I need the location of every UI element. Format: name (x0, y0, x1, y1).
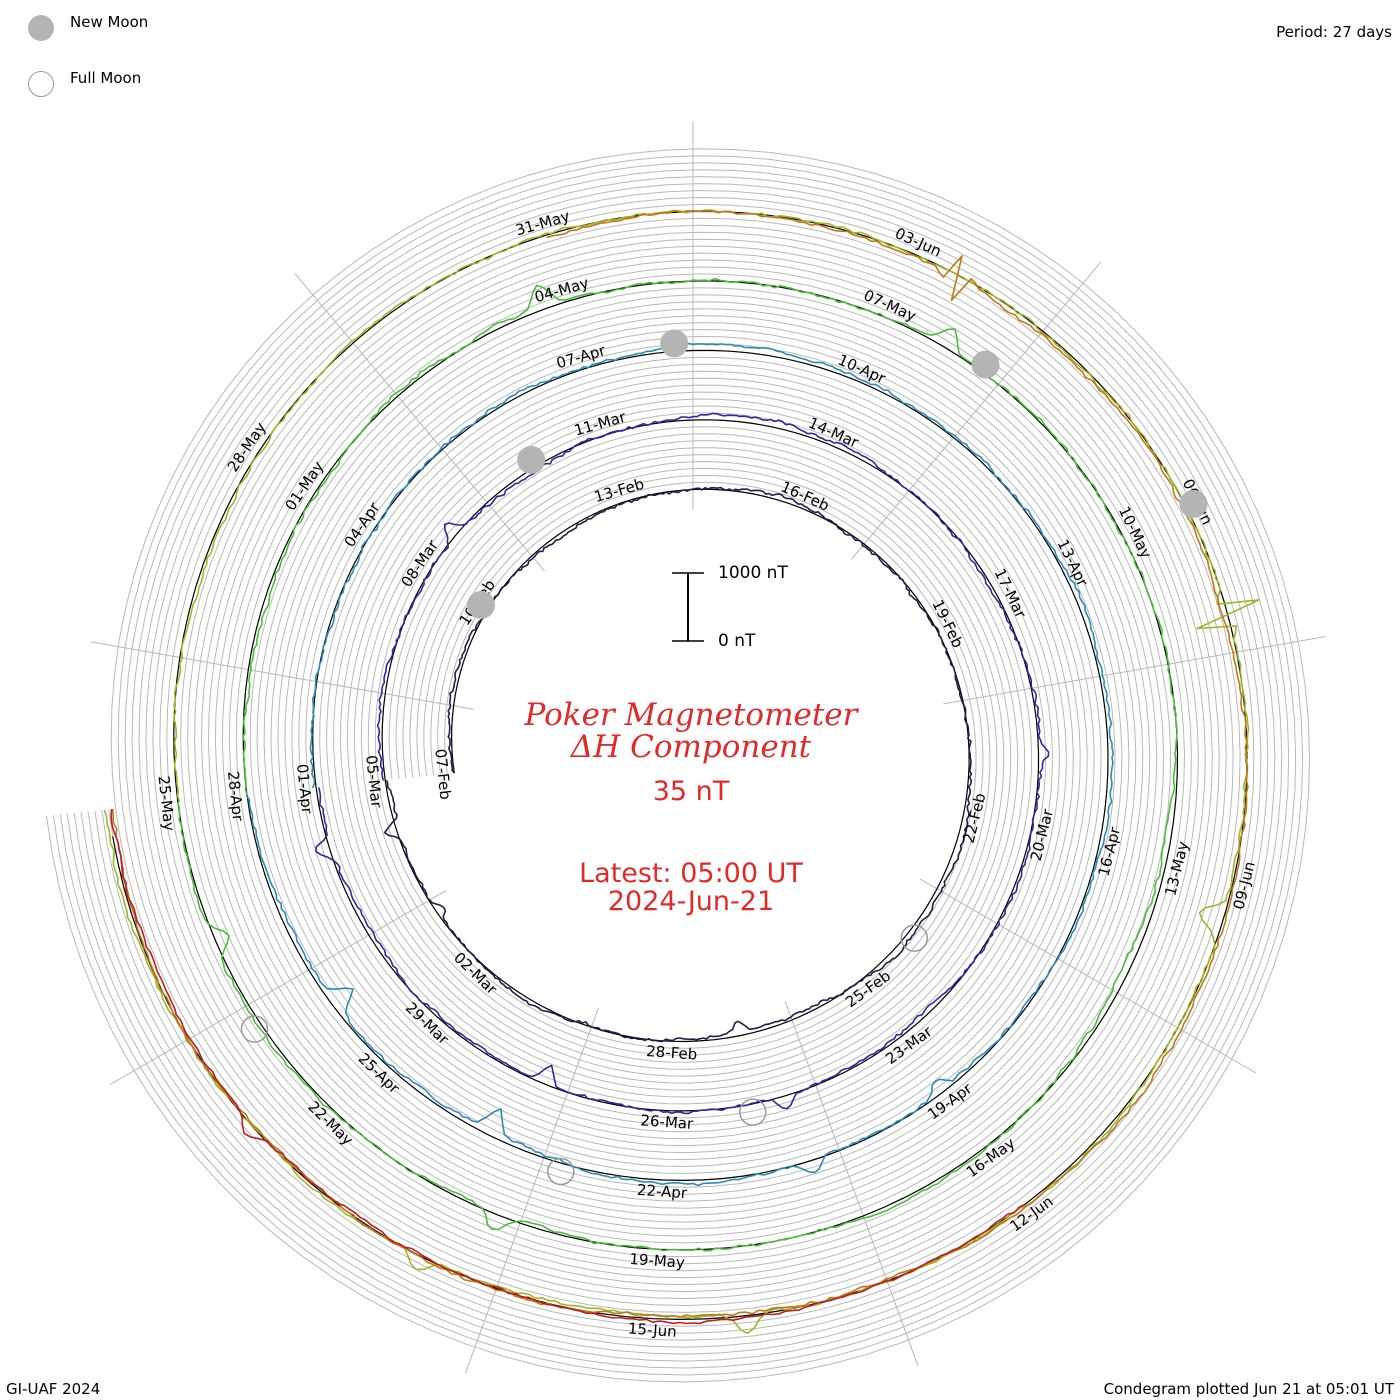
date-tick-label: 03-Jun (892, 224, 944, 260)
full-moon-icon (28, 71, 54, 97)
latest-time: Latest: 05:00 UT (579, 858, 803, 889)
period-label: Period: 27 days (1276, 23, 1392, 41)
date-tick-label: 22-Apr (636, 1181, 688, 1203)
date-tick-label: 10-Apr (835, 351, 889, 388)
date-tick-label: 26-Mar (640, 1111, 695, 1133)
full-moon-marker (547, 1157, 575, 1186)
data-trace (383, 486, 973, 1043)
full-moon-marker (240, 1015, 269, 1043)
date-tick-label: 01-Apr (293, 763, 316, 816)
date-tick-label: 28-Apr (224, 770, 247, 823)
date-tick-label: 08-Mar (397, 536, 442, 591)
grid-spiral (52, 155, 1304, 1376)
grid-spiral (101, 203, 1255, 1327)
chart-title: Poker Magnetometer (524, 697, 858, 733)
radial-spoke (464, 1008, 599, 1374)
radial-spoke (850, 261, 1102, 560)
data-trace (103, 209, 1260, 1334)
data-trace (110, 809, 1026, 1325)
footer-plotted: Condegram plotted Jun 21 at 05:01 UT (1103, 1380, 1394, 1398)
date-tick-label: 19-Feb (928, 597, 967, 651)
grid-spiral (87, 189, 1269, 1341)
new-moon-marker (467, 591, 495, 619)
date-tick-label: 16-Apr (1095, 824, 1125, 878)
date-tick-label: 25-May (155, 775, 179, 832)
current-value: 35 nT (652, 776, 730, 807)
radial-spoke (90, 641, 474, 710)
date-tick-label: 13-May (1161, 839, 1192, 897)
scale-top-label: 1000 nT (718, 563, 788, 583)
data-trace (245, 342, 1114, 1187)
scale-bottom-label: 0 nT (718, 631, 756, 651)
full-moon-marker (900, 924, 929, 952)
new-moon-marker (660, 329, 689, 358)
radial-spoke (109, 889, 447, 1086)
radial-spoke (294, 273, 545, 572)
grid-spiral (94, 196, 1262, 1334)
date-tick-label: 13-Apr (1054, 536, 1093, 590)
radial-spoke (784, 1001, 919, 1367)
data-trace (315, 412, 1050, 1115)
data-trace (176, 278, 1178, 1252)
data-trace (111, 209, 1249, 1318)
date-tick-label: 04-May (532, 274, 590, 307)
radial-spoke (919, 878, 1257, 1074)
legend-full-moon: Full Moon (70, 69, 142, 87)
date-tick-label: 05-Mar (362, 754, 386, 809)
latest-date: 2024-Jun-21 (607, 886, 775, 917)
date-tick-label: 07-Feb (431, 748, 454, 801)
full-moon-marker (739, 1098, 767, 1126)
date-tick-label: 28-Feb (646, 1042, 698, 1064)
legend-new-moon: New Moon (70, 13, 149, 31)
grid-spiral (80, 183, 1276, 1348)
date-tick-label: 13-Feb (592, 475, 646, 506)
date-tick-label: 01-May (281, 458, 327, 514)
date-tick-label: 11-Mar (572, 407, 629, 439)
date-tick-label: 19-May (629, 1250, 686, 1272)
grid-spiral (46, 148, 1311, 1383)
radial-spoke (943, 636, 1326, 705)
new-moon-marker (517, 446, 546, 474)
new-moon-marker (971, 350, 1000, 379)
new-moon-icon (28, 15, 54, 41)
footer-credit: GI-UAF 2024 (6, 1380, 101, 1398)
date-tick-label: 15-Jun (627, 1319, 677, 1340)
date-tick-label: 28-May (224, 419, 270, 475)
new-moon-marker (1179, 489, 1208, 518)
grid-spiral (66, 169, 1290, 1362)
chart-subtitle: ΔH Component (570, 729, 812, 765)
grid-spiral (73, 176, 1283, 1355)
grid-spiral (59, 162, 1297, 1369)
grid-spirals (46, 148, 1311, 1383)
